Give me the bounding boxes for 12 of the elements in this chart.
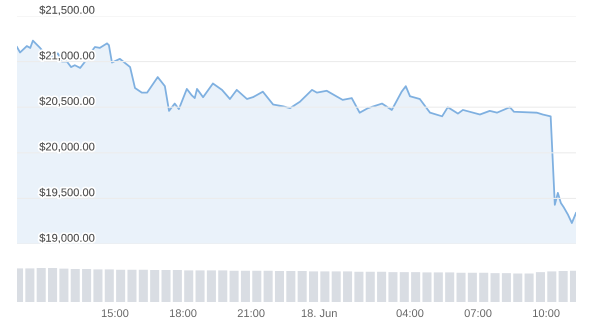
x-tick-label: 07:00 [464, 309, 492, 318]
x-tick-label: 21:00 [238, 309, 265, 318]
x-tick-label: 10:00 [533, 309, 560, 318]
x-tick-label: 04:00 [396, 309, 424, 318]
x-tick-label: 15:00 [102, 309, 128, 318]
y-tick-label: $20,000.00 [39, 142, 94, 152]
y-tick-label: $19,500.00 [39, 188, 94, 198]
y-tick-label: $21,500.00 [39, 5, 94, 16]
y-tick-label: $20,500.00 [39, 96, 94, 106]
x-tick-label: 18:00 [170, 309, 197, 318]
x-tick-label: 18. Jun [302, 309, 337, 318]
y-tick-label: $19,000.00 [39, 233, 94, 244]
